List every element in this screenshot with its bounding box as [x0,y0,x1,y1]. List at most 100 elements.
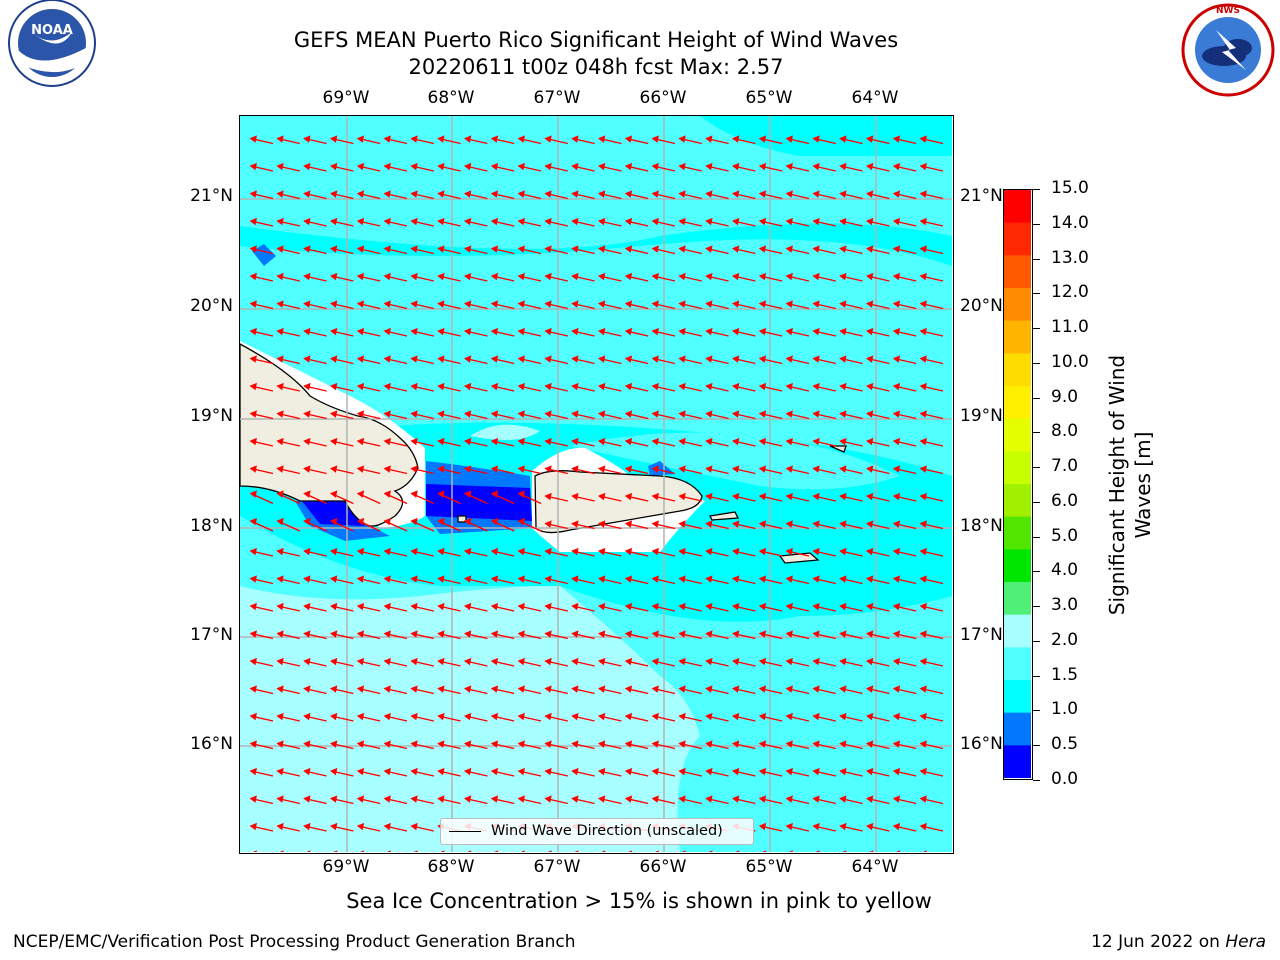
wave-direction-arrowhead [919,382,927,391]
wave-direction-arrowhead [758,520,767,528]
wave-direction-arrowhead [865,630,874,638]
wave-direction-arrowhead [303,300,311,308]
wave-direction-arrowhead [571,712,579,721]
colorbar-tick-mark [1033,258,1040,260]
wave-direction-arrowhead [329,657,338,666]
wave-direction-arrowhead [517,712,525,721]
wave-direction-arrowhead [410,190,418,198]
wave-direction-arrowhead [437,382,445,391]
wave-direction-arrowhead [839,767,847,776]
wave-direction-arrowhead [785,520,793,528]
colorbar-swatch [1004,288,1031,322]
wave-direction-arrowhead [544,685,552,693]
wave-direction-arrowhead [544,795,552,803]
wave-direction-arrowhead [571,657,579,666]
wave-direction-arrowhead [839,465,847,473]
wave-direction-arrowhead [410,740,418,748]
colorbar-tick-label: 0.0 [1051,769,1079,789]
wave-direction-arrowhead [597,712,606,721]
wave-direction-arrowhead [410,382,418,391]
wave-direction-arrowhead [892,135,901,143]
wave-direction-arrowhead [731,520,740,528]
wave-direction-arrowhead [276,767,284,776]
footer-host: Hera [1225,932,1266,952]
wave-direction-arrowhead [490,327,499,336]
wave-direction-arrowhead [678,657,686,666]
wave-direction-arrowhead [705,355,713,363]
wave-direction-arrowhead [517,355,525,363]
wave-direction-arrowhead [490,712,499,721]
wave-direction-arrowhead [383,162,391,171]
wave-height-map: Wind Wave Direction (unscaled) [239,115,954,854]
wave-direction-arrowhead [329,602,338,611]
wave-direction-arrowhead [731,355,740,363]
wave-direction-arrowhead [571,547,579,556]
wave-direction-arrowhead [839,740,847,748]
wave-direction-arrowhead [812,465,820,473]
wave-direction-arrowhead [919,602,927,611]
colorbar-tick-label: 9.0 [1051,386,1079,407]
wave-direction-arrowhead [892,272,901,281]
wave-direction-arrowhead [624,685,633,693]
wave-direction-arrowhead [437,300,445,308]
wave-direction-arrowhead [597,795,606,803]
wave-direction-arrowhead [544,410,552,418]
wave-direction-arrowhead [865,162,874,171]
wave-direction-arrowhead [490,490,499,498]
wave-direction-arrowhead [383,657,391,666]
wave-direction-arrowhead [463,382,472,391]
colorbar-swatch [1004,353,1031,387]
colorbar-tick-mark [1033,397,1040,399]
sea-ice-note: Sea Ice Concentration > 15% is shown in … [346,889,932,913]
wave-direction-arrowhead [812,437,820,446]
wave-direction-arrowhead [544,740,552,748]
wave-direction-arrowhead [490,437,499,446]
colorbar-tick-label: 1.5 [1051,664,1079,685]
wave-direction-arrowhead [892,465,901,473]
wave-direction-arrowhead [597,740,606,748]
wave-direction-arrowhead [865,795,874,803]
wave-direction-arrowhead [410,822,418,831]
wave-direction-arrowhead [678,190,686,198]
wave-direction-arrowhead [329,327,338,336]
colorbar-swatches [1004,190,1031,779]
wave-direction-arrowhead [571,602,579,611]
wave-direction-arrowhead [758,245,767,253]
footer-date: 12 Jun 2022 on Hera [1091,932,1266,952]
wave-direction-arrowhead [276,490,284,498]
colorbar-tick-mark [1033,640,1040,642]
wave-direction-arrowhead [544,492,552,501]
colorbar-swatch [1004,386,1031,420]
colorbar-tick-label: 3.0 [1051,595,1079,616]
wave-direction-arrowhead [356,575,365,583]
wave-direction-arrowhead [705,685,713,693]
wave-direction-arrowhead [249,162,257,171]
wave-direction-arrowhead [383,245,391,253]
wave-direction-arrowhead [731,465,740,473]
wave-direction-arrowhead [463,327,472,336]
wave-direction-arrowhead [705,712,713,721]
wave-direction-arrowhead [892,437,901,446]
lon-label-65w-bottom: 65°W [745,857,793,877]
wave-direction-arrowhead [463,190,472,198]
wave-direction-arrowhead [624,355,633,363]
wave-direction-arrowhead [678,135,686,143]
wave-direction-arrowhead [892,382,901,391]
wave-direction-arrowhead [571,740,579,748]
wave-direction-arrowhead [597,162,606,171]
wave-direction-arrowhead [490,272,499,281]
wave-direction-arrowhead [812,685,820,693]
wave-direction-arrowhead [839,712,847,721]
wave-direction-arrowhead [490,245,499,253]
wave-direction-arrowhead [624,410,633,418]
wave-direction-arrowhead [410,437,418,446]
wave-direction-arrowhead [785,217,793,226]
wave-direction-arrowhead [624,245,633,253]
wave-direction-arrowhead [329,410,338,418]
wave-direction-arrowhead [249,822,257,831]
wave-direction-arrowhead [383,767,391,776]
colorbar-swatch [1004,451,1031,485]
wave-direction-arrowhead [303,217,311,226]
lon-label-64w: 64°W [851,88,899,108]
lon-label-64w-bottom: 64°W [851,857,899,877]
